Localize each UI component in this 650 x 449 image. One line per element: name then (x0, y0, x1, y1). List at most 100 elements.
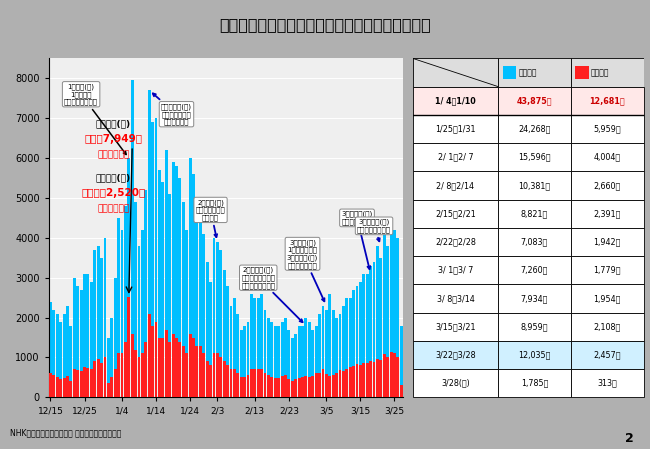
Bar (111, 317, 113, 397)
Text: 43,875人: 43,875人 (517, 96, 552, 105)
Bar (205, 361, 209, 397)
Text: 1/25〜1/31: 1/25〜1/31 (436, 124, 476, 133)
Bar (223, 270, 226, 397)
Bar (165, 330, 168, 397)
Bar (111, 378, 113, 397)
Bar (342, 306, 345, 397)
Bar (277, 326, 280, 397)
Bar (413, 200, 498, 228)
Bar (127, 158, 130, 397)
Bar (250, 370, 253, 397)
Bar (107, 338, 110, 397)
Bar (413, 369, 498, 397)
Bar (498, 200, 571, 228)
Text: 8,959人: 8,959人 (521, 322, 548, 331)
Bar (90, 282, 93, 397)
Text: 2月２８日(日)
大阪・兵庫・京都
等への宣言を解除: 2月２８日(日) 大阪・兵庫・京都 等への宣言を解除 (241, 267, 302, 322)
Bar (352, 366, 355, 397)
Text: 7,083人: 7,083人 (521, 238, 548, 247)
Bar (179, 342, 181, 397)
Bar (131, 80, 134, 397)
Text: 日本全国及び東京都における新規陽性者数の推移: 日本全国及び東京都における新規陽性者数の推移 (219, 17, 431, 32)
Bar (311, 376, 314, 397)
Bar (389, 230, 393, 397)
Bar (138, 357, 140, 397)
Bar (73, 278, 76, 397)
Bar (328, 376, 332, 397)
Bar (571, 172, 644, 200)
Bar (155, 321, 157, 397)
Bar (359, 282, 362, 397)
Text: 2,391人: 2,391人 (593, 209, 621, 218)
Bar (498, 143, 571, 172)
Bar (49, 302, 52, 397)
Bar (103, 238, 107, 397)
Bar (131, 334, 134, 397)
Bar (498, 369, 571, 397)
Bar (359, 365, 362, 397)
Bar (124, 206, 127, 397)
Bar (144, 342, 148, 397)
Bar (413, 256, 498, 284)
Bar (120, 353, 124, 397)
Bar (363, 363, 365, 397)
Bar (294, 379, 297, 397)
Bar (571, 284, 644, 313)
Bar (332, 310, 335, 397)
Bar (83, 367, 86, 397)
Bar (182, 202, 185, 397)
Bar (182, 346, 185, 397)
Bar (196, 198, 198, 397)
Bar (315, 374, 318, 397)
Bar (209, 365, 212, 397)
Bar (168, 342, 171, 397)
Bar (202, 234, 205, 397)
Text: １月１３日(水)
紧急事態宣言の
対象地域拡大: １月１３日(水) 紧急事態宣言の 対象地域拡大 (153, 93, 192, 125)
Bar (94, 250, 96, 397)
Bar (498, 256, 571, 284)
Bar (196, 346, 198, 397)
Bar (298, 326, 300, 397)
Text: 7,260人: 7,260人 (521, 266, 548, 275)
Bar (246, 321, 250, 397)
Text: 2/ 8〜2/14: 2/ 8〜2/14 (436, 181, 474, 190)
Bar (393, 230, 396, 397)
Bar (335, 317, 338, 397)
Bar (413, 115, 498, 143)
Bar (76, 370, 79, 397)
Bar (345, 298, 348, 397)
Text: 2/22〜2/28: 2/22〜2/28 (435, 238, 476, 247)
Text: 5,959人: 5,959人 (593, 124, 621, 133)
Bar (328, 294, 332, 397)
Bar (141, 230, 144, 397)
Bar (498, 284, 571, 313)
Bar (100, 364, 103, 397)
Bar (372, 262, 376, 397)
Bar (291, 381, 294, 397)
Bar (53, 375, 55, 397)
Bar (315, 326, 318, 397)
Bar (325, 310, 328, 397)
Bar (127, 297, 130, 397)
Bar (260, 294, 263, 397)
Text: 2月２日(火)
紧急事態宣言の
延長決定: 2月２日(火) 紧急事態宣言の 延長決定 (196, 199, 226, 237)
Bar (571, 115, 644, 143)
Bar (219, 357, 222, 397)
Bar (339, 313, 341, 397)
Bar (318, 313, 321, 397)
Bar (192, 338, 195, 397)
Bar (339, 370, 341, 397)
Bar (70, 326, 72, 397)
Bar (209, 282, 212, 397)
Bar (62, 378, 66, 397)
Bar (413, 143, 498, 172)
Bar (70, 381, 72, 397)
Bar (267, 375, 270, 397)
Bar (219, 250, 222, 397)
Bar (103, 357, 107, 397)
Bar (304, 376, 307, 397)
Bar (571, 341, 644, 369)
Bar (175, 338, 178, 397)
Bar (345, 369, 348, 397)
Bar (151, 326, 154, 397)
